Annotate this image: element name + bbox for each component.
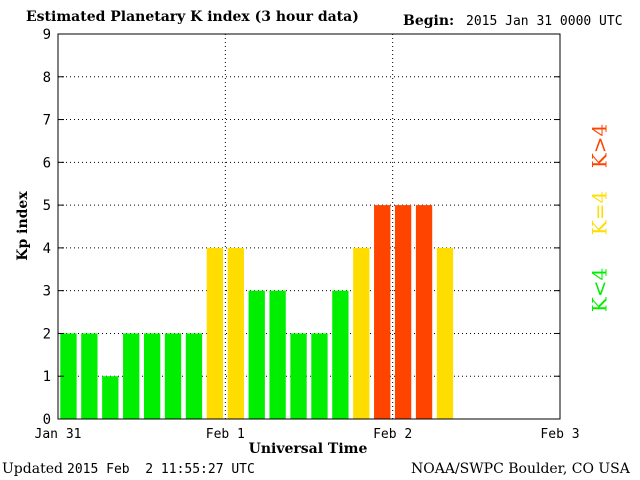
kp-bar <box>269 290 286 419</box>
kp-bar <box>206 247 224 419</box>
legend-above: K>4 <box>588 124 612 168</box>
kp-bar <box>394 205 412 419</box>
y-tick-label: 4 <box>43 241 51 257</box>
x-tick-label: Feb 2 <box>373 427 412 442</box>
x-axis-label: Universal Time <box>249 441 368 457</box>
begin-label: Begin: <box>403 13 455 29</box>
legend-equal: K=4 <box>588 191 612 235</box>
y-tick-label: 6 <box>43 155 51 171</box>
x-tick-label: Feb 1 <box>206 427 245 442</box>
y-tick-label: 5 <box>43 198 51 214</box>
kp-bar <box>290 333 307 419</box>
kp-bar <box>436 247 454 419</box>
kp-bar <box>332 290 349 419</box>
kp-bar <box>81 333 98 419</box>
chart-title: Estimated Planetary K index (3 hour data… <box>26 9 359 25</box>
updated-label: Updated <box>2 461 63 477</box>
kp-bar <box>164 333 182 419</box>
kp-bar <box>415 205 433 419</box>
kp-bar <box>374 205 391 419</box>
y-axis-label: Kp index <box>15 191 31 261</box>
plot-frame <box>57 33 561 420</box>
x-tick-label: Jan 31 <box>35 427 82 442</box>
y-tick-label: 1 <box>43 369 51 385</box>
legend-below: K<4 <box>588 268 612 312</box>
begin-value: 2015 Jan 31 0000 UTC <box>466 14 623 29</box>
y-tick-label: 9 <box>43 27 51 43</box>
y-tick-label: 0 <box>43 412 51 428</box>
kp-bar <box>248 290 265 419</box>
kp-bar <box>185 333 203 419</box>
kp-bar <box>227 247 244 419</box>
updated-value: 2015 Feb 2 11:55:27 UTC <box>67 462 255 477</box>
y-tick-label: 2 <box>43 326 51 342</box>
kp-bar <box>353 247 370 419</box>
kp-bar <box>102 376 119 419</box>
x-tick-label: Feb 3 <box>540 427 579 442</box>
credit-text: NOAA/SWPC Boulder, CO USA <box>411 461 630 477</box>
y-tick-label: 8 <box>43 70 51 86</box>
kp-bar <box>123 333 140 419</box>
kp-bar <box>143 333 161 419</box>
y-tick-label: 3 <box>43 284 51 300</box>
kp-bar <box>60 333 77 419</box>
kp-bar <box>311 333 328 419</box>
y-tick-label: 7 <box>43 113 51 129</box>
